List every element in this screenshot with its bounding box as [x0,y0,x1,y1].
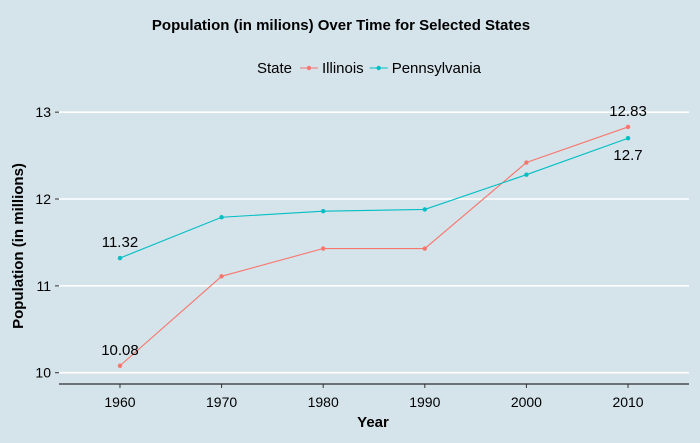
data-point-pennsylvania-1970 [219,215,224,220]
data-labels: 10.08 11.32 12.83 12.7 [101,103,647,359]
legend-item-pennsylvania: Pennsylvania [369,60,482,77]
data-point-illinois-1980 [320,246,326,251]
data-point-pennsylvania-1960 [117,255,123,261]
data-point-pennsylvania-1980 [320,208,326,214]
data-point-illinois-1970 [219,274,224,279]
data-label-pennsylvania-1960: 11.32 [102,234,138,251]
y-tick-label-12: 12 [35,191,51,207]
data-point-illinois-1990 [422,246,428,251]
y-axis-title: Population (in millions) [10,163,27,329]
data-label-illinois-2010: 12.83 [609,103,647,120]
data-label-illinois-1960: 10.08 [101,342,139,359]
data-label-pennsylvania-2010: 12.7 [613,147,642,164]
y-tick-label-13: 13 [35,104,51,120]
x-tick-label-1970: 1970 [206,394,237,410]
legend-items: Illinois Pennsylvania [300,60,482,77]
data-point-illinois-2010 [625,124,631,130]
legend-item-illinois: Illinois [300,60,364,77]
legend-title: State [257,60,292,77]
legend-label-pennsylvania: Pennsylvania [392,60,482,77]
legend-swatch-dot-illinois [306,65,312,71]
legend-swatch-dot-pennsylvania [376,65,381,71]
series-layer [117,124,631,368]
x-tick-label-1960: 1960 [104,394,135,410]
axes: 10 11 12 13 1960 1970 1980 1990 2000 2010 [35,104,689,410]
series-line-pennsylvania [119,137,629,259]
legend-label-illinois: Illinois [322,60,364,77]
y-tick-label-11: 11 [36,278,51,294]
data-point-pennsylvania-1990 [422,207,428,212]
data-point-pennsylvania-2000 [524,172,529,177]
data-point-pennsylvania-2010 [625,136,631,141]
legend: State Illinois Pennsylvania [257,60,482,77]
x-axis-title: Year [357,414,389,431]
y-tick-label-10: 10 [35,365,51,381]
x-tick-label-2010: 2010 [612,394,643,410]
data-point-illinois-2000 [524,160,529,165]
x-tick-label-1980: 1980 [308,394,339,410]
chart-title: Population (in milions) Over Time for Se… [152,17,530,34]
data-point-illinois-1960 [117,363,123,368]
gridlines [59,111,689,374]
x-tick-label-2000: 2000 [511,394,542,410]
series-line-illinois [119,126,629,367]
x-tick-label-1990: 1990 [409,394,440,410]
